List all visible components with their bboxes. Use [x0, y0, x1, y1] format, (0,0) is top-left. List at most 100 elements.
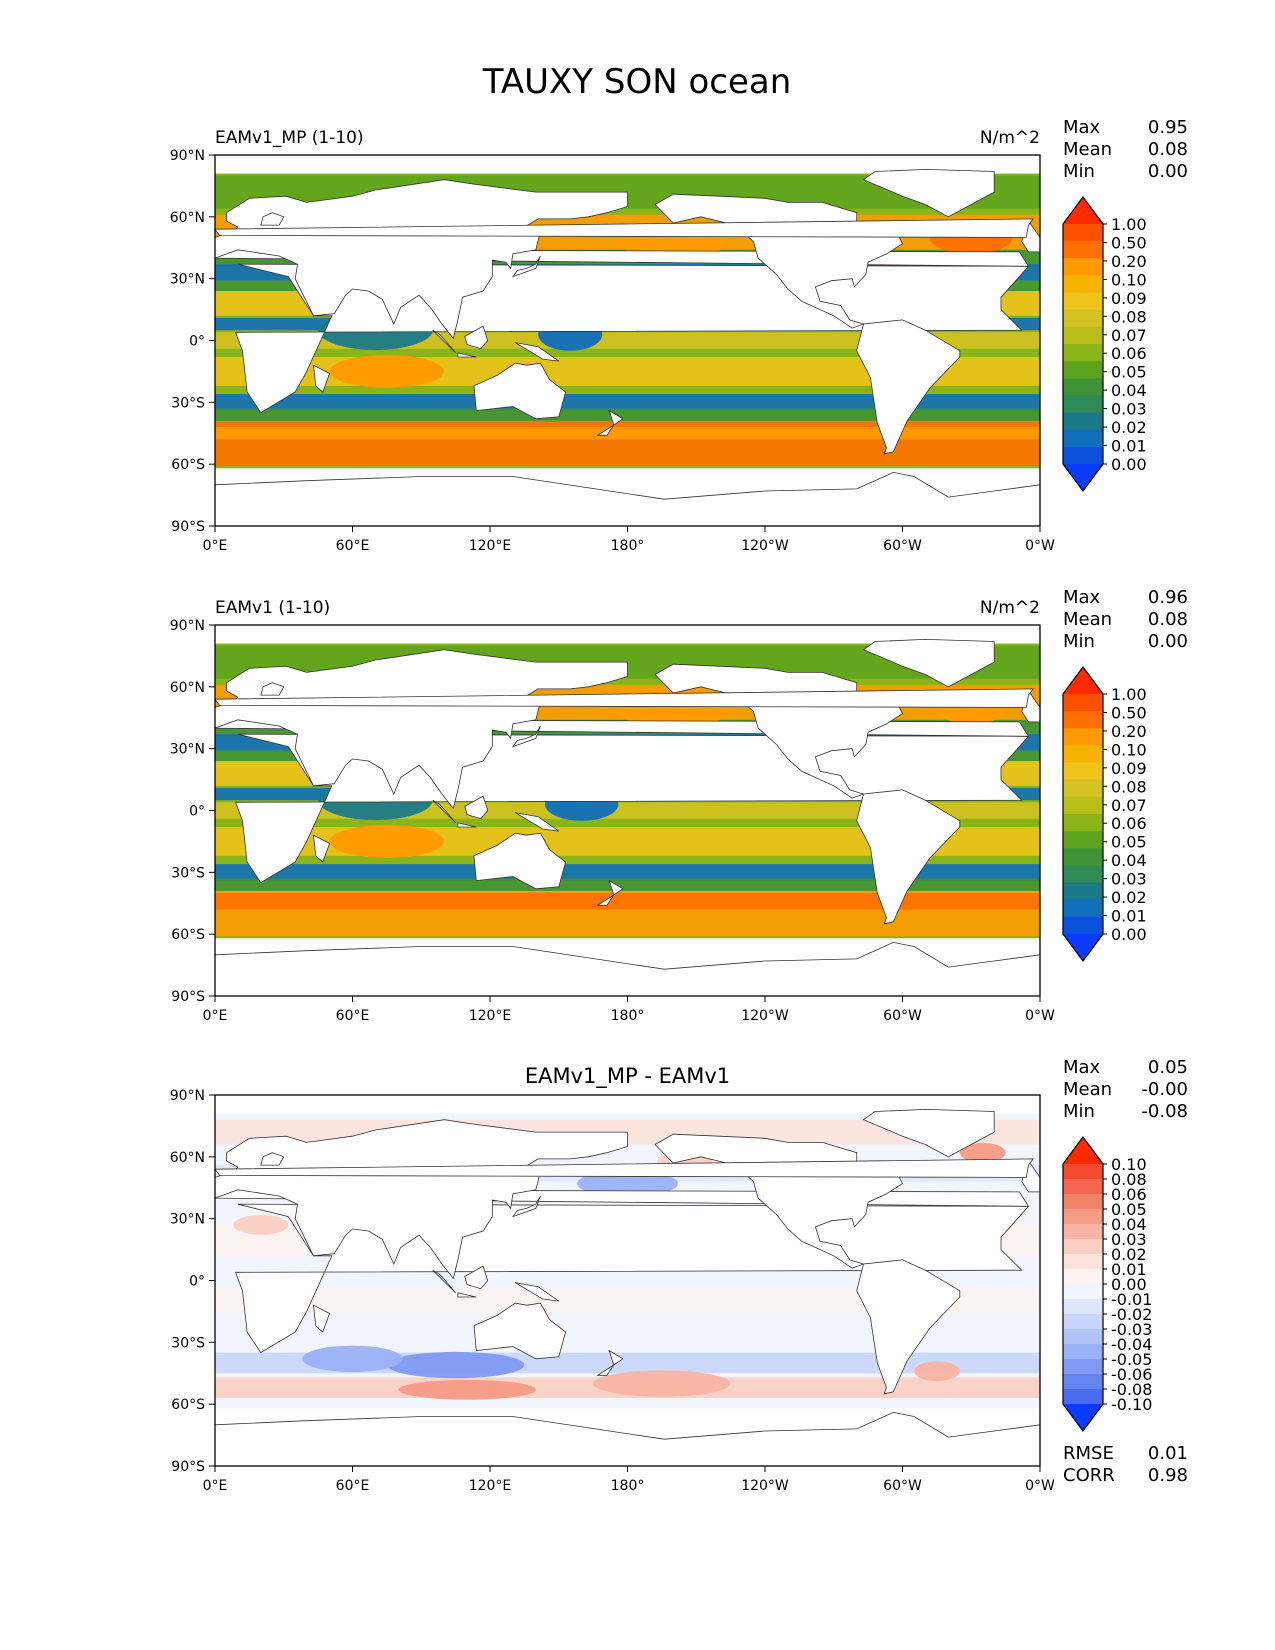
colorbar-segment — [1063, 831, 1103, 849]
colorbar-label: 0.05 — [1111, 833, 1147, 852]
stat-label: Mean — [1063, 609, 1112, 630]
land-mass — [514, 1282, 560, 1302]
stat-value: -0.00 — [1141, 1079, 1188, 1100]
colorbar-segment — [1063, 275, 1103, 294]
colorbar-label: 0.01 — [1111, 1260, 1147, 1279]
lat-tick-label: 30°S — [171, 395, 205, 411]
colorbar-segment — [1063, 1299, 1103, 1315]
colorbar-segment — [1063, 224, 1103, 242]
lon-tick-label: 60°W — [883, 1008, 922, 1024]
lon-tick-label: 180° — [611, 1008, 645, 1024]
colorbar-segment — [1063, 1389, 1103, 1405]
colorbar-label: 0.10 — [1111, 270, 1147, 289]
colorbar-label: 0.05 — [1111, 1200, 1147, 1219]
colorbar-label: 0.10 — [1111, 740, 1147, 759]
lon-tick-label: 120°W — [741, 1008, 789, 1024]
lat-tick-label: 90°N — [170, 148, 205, 164]
figure-title: TAUXY SON ocean — [482, 62, 792, 102]
stat-value: 0.08 — [1148, 139, 1188, 160]
colorbar-segment — [1063, 1359, 1103, 1375]
lat-tick-label: 90°S — [171, 1459, 205, 1475]
land-mass — [862, 168, 995, 218]
colorbar-segment — [1063, 258, 1103, 276]
colorbar-label: 0.20 — [1111, 722, 1147, 741]
land-mass — [856, 789, 961, 925]
land-mass — [215, 688, 1034, 708]
land-mass — [514, 342, 560, 362]
lat-tick-label: 90°S — [171, 519, 205, 535]
colorbar-segment — [1063, 1269, 1103, 1285]
colorbar-segment — [1063, 1374, 1103, 1390]
field-band — [215, 864, 1040, 881]
lat-tick-label: 0° — [189, 1274, 205, 1290]
panel-center-title: EAMv1_MP - EAMv1 — [525, 1064, 730, 1089]
lat-tick-label: 60°S — [171, 1397, 205, 1413]
lon-tick-label: 0°E — [203, 1478, 228, 1494]
colorbar-label: 1.00 — [1111, 215, 1147, 234]
colorbar-segment — [1063, 711, 1103, 729]
colorbar-extend-top — [1063, 1137, 1103, 1164]
field-blob — [329, 354, 445, 388]
lat-tick-label: 60°N — [170, 210, 205, 226]
colorbar-segment — [1063, 865, 1103, 884]
land-mass — [215, 471, 1040, 526]
lon-tick-label: 120°E — [469, 538, 512, 554]
lat-tick-label: 90°S — [171, 989, 205, 1005]
lat-tick-label: 90°N — [170, 618, 205, 634]
field-blob — [386, 1351, 525, 1379]
colorbar-segment — [1063, 916, 1103, 935]
lon-tick-label: 60°W — [883, 1478, 922, 1494]
lon-tick-label: 180° — [611, 1478, 645, 1494]
colorbar-label: 0.01 — [1111, 907, 1147, 926]
lat-tick-label: 30°N — [170, 1212, 205, 1228]
colorbar-label: -0.02 — [1111, 1305, 1152, 1324]
land-mass — [457, 1292, 477, 1298]
lon-tick-label: 0°E — [203, 538, 228, 554]
colorbar-segment — [1063, 1314, 1103, 1330]
land-mass — [432, 329, 456, 354]
colorbar-label: -0.03 — [1111, 1320, 1152, 1339]
stat-label: Max — [1063, 587, 1101, 608]
colorbar-segment — [1063, 899, 1103, 918]
colorbar-label: 0.02 — [1111, 888, 1147, 907]
colorbar-label: -0.10 — [1111, 1395, 1152, 1414]
lat-tick-label: 30°N — [170, 742, 205, 758]
land-mass — [596, 1349, 624, 1376]
extra-stat-value: 0.01 — [1148, 1443, 1188, 1464]
colorbar-segment — [1063, 395, 1103, 414]
stat-label: Min — [1063, 161, 1095, 182]
colorbar-segment — [1063, 1194, 1103, 1210]
colorbar-label: 0.04 — [1111, 851, 1147, 870]
map-field-reference — [215, 638, 1040, 996]
colorbar-segment — [1063, 728, 1103, 746]
colorbar-extend-top — [1063, 197, 1103, 224]
field-band — [215, 427, 1040, 440]
land-mass — [514, 812, 560, 832]
lon-tick-label: 0°W — [1025, 1008, 1055, 1024]
colorbar-label: 0.50 — [1111, 233, 1147, 252]
panel-units: N/m^2 — [980, 128, 1040, 148]
land-mass — [432, 799, 456, 824]
land-mass — [215, 1158, 1034, 1178]
colorbar-segment — [1063, 446, 1103, 465]
land-mass — [260, 1152, 285, 1166]
land-mass — [464, 795, 489, 820]
land-mass — [464, 325, 489, 350]
land-mass — [473, 362, 567, 420]
stat-label: Min — [1063, 631, 1095, 652]
stat-value: 0.08 — [1148, 609, 1188, 630]
land-mass — [464, 1265, 489, 1290]
colorbar-segment — [1063, 745, 1103, 764]
map-field-test — [215, 168, 1040, 526]
colorbar-segment — [1063, 378, 1103, 396]
land-mass — [215, 1411, 1040, 1466]
extra-stat-label: CORR — [1063, 1465, 1115, 1486]
colorbar-label: 0.06 — [1111, 344, 1147, 363]
extra-stat-value: 0.98 — [1148, 1465, 1188, 1486]
colorbar-segment — [1063, 1209, 1103, 1225]
colorbar-label: 0.04 — [1111, 381, 1147, 400]
colorbar-label: 0.04 — [1111, 1215, 1147, 1234]
stat-label: Mean — [1063, 139, 1112, 160]
lon-tick-label: 60°E — [336, 538, 370, 554]
